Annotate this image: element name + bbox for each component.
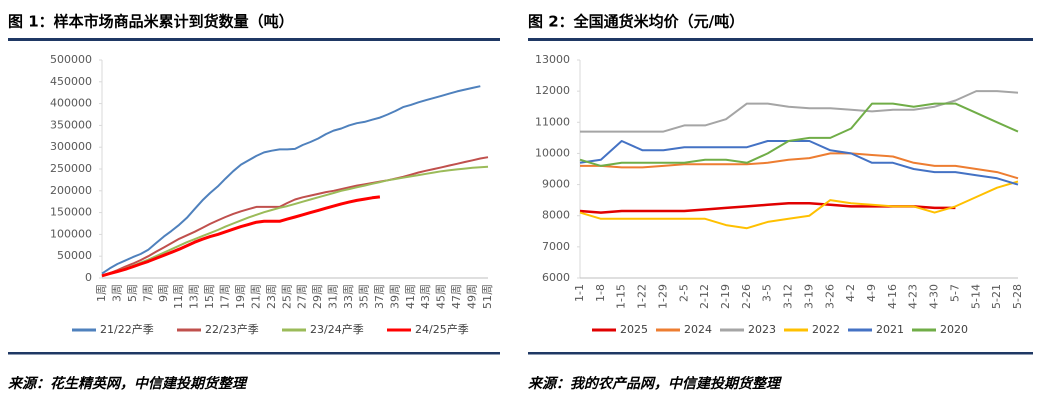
y-tick-label: 8000 — [542, 209, 570, 222]
x-tick-label: 17周 — [219, 284, 232, 309]
y-tick-label: 200000 — [50, 184, 92, 197]
x-tick-label: 11周 — [172, 284, 185, 309]
legend-label: 23/24产季 — [310, 322, 364, 336]
x-tick-label: 1-22 — [636, 284, 649, 309]
y-tick-label: 13000 — [535, 53, 570, 66]
series-line — [579, 180, 1019, 230]
legend-label: 2021 — [876, 323, 904, 336]
source: 来源：我的农产品网，中信建投期货整理 — [528, 375, 782, 392]
x-tick-label: 7周 — [141, 284, 154, 302]
rule — [8, 352, 500, 355]
y-tick-label: 7000 — [542, 240, 570, 253]
y-tick-label: 12000 — [535, 84, 570, 97]
x-tick-label: 45周 — [435, 284, 448, 309]
x-tick-label: 4-9 — [865, 284, 878, 302]
x-tick-label: 41周 — [404, 284, 417, 309]
legend-label: 2023 — [748, 323, 776, 336]
x-tick-label: 37周 — [373, 284, 386, 309]
y-tick-label: 500000 — [50, 53, 92, 66]
y-tick-label: 400000 — [50, 97, 92, 110]
series-line — [579, 102, 1019, 167]
x-tick-label: 1周 — [95, 284, 108, 302]
chart-title: 图 2：全国通货米均价（元/吨） — [528, 13, 744, 31]
series-line — [580, 152, 1019, 180]
rule — [528, 38, 1033, 41]
x-tick-label: 51周 — [481, 284, 494, 309]
x-tick-label: 3-26 — [823, 284, 836, 309]
rule — [8, 38, 500, 41]
x-tick-label: 4-23 — [907, 284, 920, 309]
x-tick-label: 21周 — [249, 284, 262, 309]
x-tick-label: 39周 — [388, 284, 401, 309]
rule — [528, 352, 1033, 355]
x-tick-label: 4-30 — [928, 284, 941, 309]
series-line — [101, 195, 381, 278]
y-tick-label: 350000 — [50, 118, 92, 131]
x-tick-label: 3-5 — [761, 284, 774, 302]
legend-label: 22/23产季 — [205, 322, 259, 336]
legend-label: 2022 — [812, 323, 840, 336]
x-tick-label: 2-19 — [719, 284, 732, 309]
x-tick-label: 5-7 — [948, 284, 961, 302]
x-tick-label: 9周 — [157, 284, 170, 302]
x-tick-label: 5-21 — [990, 284, 1003, 309]
x-tick-label: 23周 — [265, 284, 278, 309]
x-tick-label: 33周 — [342, 284, 355, 309]
x-tick-label: 47周 — [450, 284, 463, 309]
y-tick-label: 50000 — [57, 249, 92, 262]
chart-title: 图 1：样本市场商品米累计到货数量（吨） — [8, 13, 294, 31]
x-tick-label: 13周 — [188, 284, 201, 309]
series-line — [580, 90, 1019, 133]
y-tick-label: 10000 — [535, 146, 570, 159]
legend-label: 2025 — [620, 323, 648, 336]
y-tick-label: 100000 — [50, 227, 92, 240]
x-tick-label: 1-15 — [615, 284, 628, 309]
x-tick-label: 25周 — [280, 284, 293, 309]
y-tick-label: 300000 — [50, 140, 92, 153]
x-tick-label: 4-2 — [844, 284, 857, 302]
legend-label: 21/22产季 — [100, 322, 154, 336]
x-tick-label: 5周 — [126, 284, 139, 302]
y-tick-label: 11000 — [535, 115, 570, 128]
series-line — [101, 85, 481, 275]
x-tick-label: 2-5 — [677, 284, 690, 302]
x-tick-label: 1-8 — [594, 284, 607, 302]
x-tick-label: 3周 — [110, 284, 123, 302]
series-line — [579, 140, 1019, 186]
x-tick-label: 15周 — [203, 284, 216, 309]
source: 来源：花生精英网，中信建投期货整理 — [8, 375, 248, 392]
x-tick-label: 2-12 — [698, 284, 711, 309]
y-tick-label: 9000 — [542, 178, 570, 191]
x-tick-label: 49周 — [466, 284, 479, 309]
x-tick-label: 43周 — [419, 284, 432, 309]
x-tick-label: 1-1 — [573, 284, 586, 302]
x-tick-label: 29周 — [311, 284, 324, 309]
y-tick-label: 0 — [85, 271, 92, 284]
legend-label: 24/25产季 — [415, 322, 469, 336]
x-tick-label: 1-29 — [656, 284, 669, 309]
x-tick-label: 3-12 — [782, 284, 795, 309]
x-tick-label: 5-14 — [969, 284, 982, 309]
x-tick-label: 31周 — [327, 284, 340, 309]
y-tick-label: 450000 — [50, 75, 92, 88]
series-line — [101, 156, 489, 277]
x-tick-label: 2-26 — [740, 284, 753, 309]
y-tick-label: 250000 — [50, 162, 92, 175]
x-tick-label: 5-28 — [1011, 284, 1024, 309]
legend-label: 2020 — [940, 323, 968, 336]
y-tick-label: 150000 — [50, 206, 92, 219]
y-tick-label: 6000 — [542, 271, 570, 284]
x-tick-label: 35周 — [357, 284, 370, 309]
legend-label: 2024 — [684, 323, 712, 336]
x-tick-label: 3-19 — [802, 284, 815, 309]
series-line — [579, 202, 956, 214]
x-tick-label: 4-16 — [886, 284, 899, 309]
series-line — [101, 165, 489, 277]
x-tick-label: 27周 — [296, 284, 309, 309]
x-tick-label: 19周 — [234, 284, 247, 309]
